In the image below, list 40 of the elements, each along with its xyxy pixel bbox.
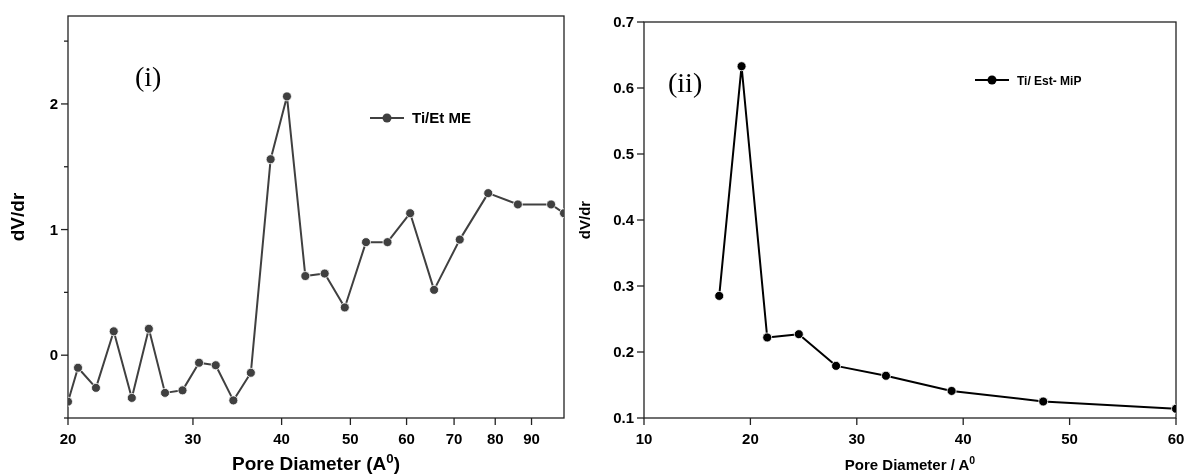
y-tick-label: 0.5 bbox=[613, 145, 634, 162]
annotation: (ii) bbox=[668, 67, 703, 98]
y-tick-label: 0.4 bbox=[613, 211, 635, 228]
y-tick-label: 1 bbox=[49, 220, 58, 238]
y-tick-label: 2 bbox=[49, 94, 58, 112]
x-tick-label: 40 bbox=[273, 430, 290, 447]
y-tick-label: 0.3 bbox=[613, 277, 634, 294]
x-tick-label: 90 bbox=[523, 430, 540, 447]
y-axis-title: dV/dr bbox=[576, 200, 593, 240]
legend-label: Ti/ Est- MiP bbox=[1017, 74, 1082, 88]
y-axis-title: dV/dr bbox=[7, 192, 28, 242]
x-axis-title: Pore Diameter / A$^{0}$ bbox=[844, 454, 976, 473]
point bbox=[793, 329, 804, 340]
x-axis-title: Pore Diameter (A$^{0}$) bbox=[232, 450, 400, 474]
legend-label: Ti/Et ME bbox=[412, 109, 471, 126]
y-tick-label: 0.7 bbox=[613, 13, 634, 30]
x-tick-label: 50 bbox=[1061, 430, 1078, 447]
point bbox=[946, 386, 957, 396]
y-tick-label: 0 bbox=[49, 346, 58, 364]
point bbox=[762, 332, 773, 343]
point bbox=[714, 291, 725, 301]
x-tick-label: 80 bbox=[486, 430, 504, 447]
point bbox=[736, 61, 747, 72]
x-tick-label: 50 bbox=[342, 430, 359, 447]
y-tick-label: 0.1 bbox=[613, 409, 634, 426]
point bbox=[881, 370, 891, 381]
x-tick-label: 40 bbox=[954, 430, 972, 447]
x-tick-label: 30 bbox=[848, 430, 866, 447]
x-tick-label: 20 bbox=[59, 430, 77, 447]
x-tick-label: 10 bbox=[635, 430, 653, 447]
point bbox=[1038, 396, 1049, 407]
y-tick-label: 0.2 bbox=[613, 343, 634, 360]
x-tick-label: 60 bbox=[1167, 430, 1185, 447]
point bbox=[831, 360, 841, 371]
y-tick-label: 0.6 bbox=[613, 79, 634, 96]
x-tick-label: 70 bbox=[445, 430, 463, 447]
x-tick-label: 60 bbox=[398, 430, 415, 447]
x-tick-label: 30 bbox=[184, 430, 202, 447]
x-tick-label: 20 bbox=[742, 430, 759, 447]
annotation: (i) bbox=[135, 61, 162, 92]
